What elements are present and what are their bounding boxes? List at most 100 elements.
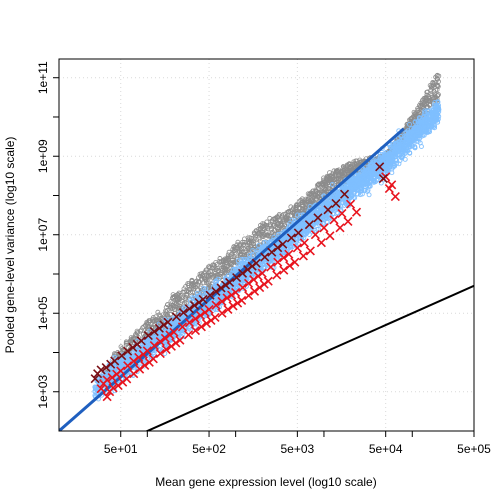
blue-point xyxy=(411,135,417,141)
blue-point xyxy=(366,164,372,170)
blue-point xyxy=(413,138,419,144)
blue-point xyxy=(369,163,375,169)
blue-point xyxy=(387,163,393,169)
blue-point xyxy=(255,247,261,253)
cross-stroke xyxy=(101,362,111,373)
blue-point xyxy=(287,244,293,250)
grey-point xyxy=(334,169,340,175)
grey-point xyxy=(308,191,314,196)
blue-point xyxy=(367,173,373,179)
blue-point xyxy=(405,131,411,137)
grey-point xyxy=(269,226,275,232)
blue-point xyxy=(397,153,403,158)
grey-point xyxy=(207,265,213,271)
blue-point xyxy=(110,371,115,377)
grey-point xyxy=(294,202,299,208)
blue-point xyxy=(93,385,99,391)
cross-marker xyxy=(184,304,206,332)
grey-point xyxy=(434,87,440,93)
blue-point xyxy=(318,207,323,213)
cross-stroke xyxy=(222,293,232,303)
cross-stroke xyxy=(163,317,173,327)
grey-point xyxy=(185,283,191,288)
blue-point xyxy=(194,290,200,296)
blue-point xyxy=(235,258,241,264)
blue-point xyxy=(262,239,268,245)
blue-point xyxy=(297,212,303,218)
blue-point xyxy=(306,232,312,237)
blue-point xyxy=(388,157,394,163)
blue-point xyxy=(176,316,182,322)
grey-point xyxy=(144,320,150,326)
grey-point xyxy=(434,73,440,79)
grey-point xyxy=(316,191,322,196)
blue-point xyxy=(374,177,380,183)
grey-point xyxy=(218,262,224,268)
blue-point xyxy=(306,215,312,221)
cross-marker xyxy=(96,365,118,393)
grey-point xyxy=(176,290,182,296)
grey-point xyxy=(342,164,348,170)
blue-point xyxy=(294,224,300,230)
blue-point xyxy=(420,132,426,138)
blue-point xyxy=(162,317,168,323)
grey-point xyxy=(175,292,181,297)
blue-point xyxy=(403,147,408,153)
grey-point xyxy=(414,112,419,118)
cross-marker xyxy=(178,307,201,336)
blue-point xyxy=(358,171,363,177)
cross-stroke xyxy=(107,372,117,383)
grey-point xyxy=(171,294,177,299)
blue-point xyxy=(201,285,207,291)
cross-marker xyxy=(110,356,132,384)
cross-stroke xyxy=(155,349,165,359)
cross-stroke xyxy=(223,304,233,314)
grey-point xyxy=(239,246,244,252)
blue-point xyxy=(256,243,262,248)
cross-stroke xyxy=(140,360,150,370)
grey-point xyxy=(288,204,294,210)
blue-point xyxy=(399,136,405,142)
blue-point xyxy=(368,178,374,184)
grey-point xyxy=(157,313,163,319)
blue-point xyxy=(155,333,161,339)
grey-point xyxy=(256,232,262,238)
grey-point xyxy=(284,210,290,215)
grey-point xyxy=(279,213,285,219)
blue-point xyxy=(249,252,255,258)
cross-stroke xyxy=(190,325,201,336)
grey-point xyxy=(327,173,333,179)
blue-point xyxy=(349,193,355,199)
blue-point xyxy=(351,181,357,186)
cross-stroke xyxy=(154,323,164,333)
grey-point xyxy=(323,190,329,195)
cross-stroke xyxy=(196,322,206,332)
grey-point xyxy=(313,188,319,194)
grey-point xyxy=(125,344,131,350)
grey-point xyxy=(409,115,415,121)
cross-stroke xyxy=(184,317,195,328)
cross-marker xyxy=(90,374,112,402)
grey-point xyxy=(252,236,258,241)
grey-point xyxy=(335,169,341,174)
blue-point xyxy=(432,116,438,122)
cross-stroke xyxy=(102,375,112,385)
grey-point xyxy=(155,309,161,315)
blue-point xyxy=(363,170,369,176)
blue-point xyxy=(314,220,320,226)
grey-point xyxy=(172,307,177,312)
blue-point xyxy=(367,183,373,189)
blue-point xyxy=(341,202,347,208)
cross-marker xyxy=(216,283,238,311)
cross-marker xyxy=(117,351,139,379)
blue-point xyxy=(405,140,411,146)
blue-point xyxy=(400,146,406,152)
blue-point xyxy=(312,227,318,233)
cross-stroke xyxy=(108,383,118,393)
grey-point xyxy=(404,122,410,127)
grey-point xyxy=(168,305,173,310)
blue-point xyxy=(181,305,187,311)
grey-point xyxy=(245,245,251,251)
blue-point xyxy=(209,303,214,309)
cross-stroke xyxy=(159,320,169,330)
